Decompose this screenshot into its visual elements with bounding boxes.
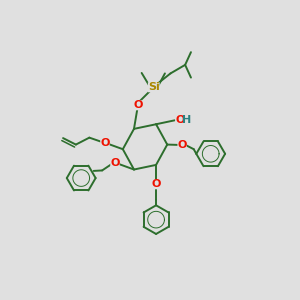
- Text: O: O: [175, 115, 184, 125]
- Text: O: O: [152, 179, 161, 189]
- Text: O: O: [177, 140, 187, 150]
- Text: O: O: [133, 100, 142, 110]
- Text: H: H: [182, 115, 191, 125]
- Text: Si: Si: [148, 82, 160, 92]
- Text: O: O: [100, 138, 110, 148]
- Text: O: O: [110, 158, 120, 168]
